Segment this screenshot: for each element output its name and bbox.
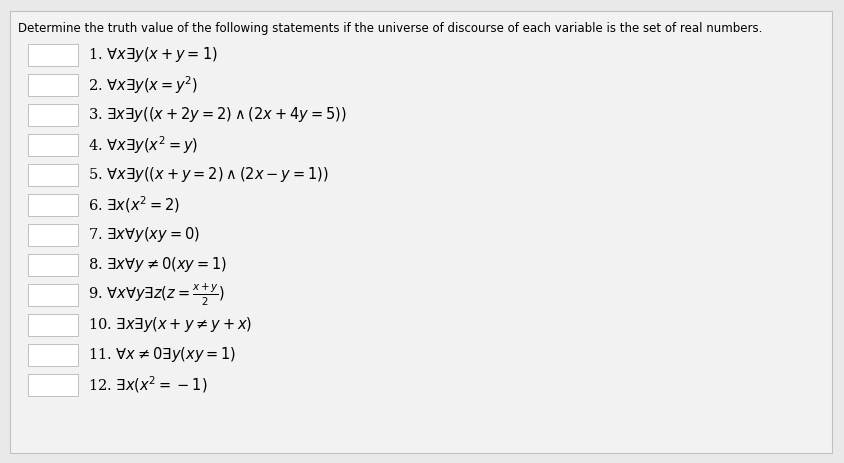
Text: 1. $\forall x\exists y(x + y = 1)$: 1. $\forall x\exists y(x + y = 1)$ (88, 45, 218, 64)
Bar (28, 104, 78, 126)
Bar (28, 314, 78, 336)
Bar (28, 224, 78, 246)
Text: 5. $\forall x\exists y((x + y = 2) \wedge (2x - y = 1))$: 5. $\forall x\exists y((x + y = 2) \wedg… (88, 165, 329, 184)
Text: 3. $\exists x\exists y((x + 2y = 2) \wedge (2x + 4y = 5))$: 3. $\exists x\exists y((x + 2y = 2) \wed… (88, 106, 347, 125)
Text: 7. $\exists x\forall y(xy = 0)$: 7. $\exists x\forall y(xy = 0)$ (88, 225, 200, 244)
Text: 11. $\forall x \neq 0\exists y(xy = 1)$: 11. $\forall x \neq 0\exists y(xy = 1)$ (88, 345, 236, 364)
Text: 2. $\forall x\exists y(x = y^2)$: 2. $\forall x\exists y(x = y^2)$ (88, 74, 198, 96)
Bar (28, 344, 78, 366)
Bar (28, 254, 78, 276)
Bar (28, 74, 78, 96)
Text: 6. $\exists x(x^2 = 2)$: 6. $\exists x(x^2 = 2)$ (88, 194, 181, 215)
Bar (28, 194, 78, 216)
Text: 4. $\forall x\exists y(x^2 = y)$: 4. $\forall x\exists y(x^2 = y)$ (88, 134, 198, 156)
Text: Determine the truth value of the following statements if the universe of discour: Determine the truth value of the followi… (18, 22, 762, 35)
Bar (28, 164, 78, 186)
Text: 9. $\forall x\forall y\exists z(z = \frac{x+y}{2})$: 9. $\forall x\forall y\exists z(z = \fra… (88, 282, 225, 308)
Bar (28, 284, 78, 306)
Text: 8. $\exists x\forall y \neq 0(xy = 1)$: 8. $\exists x\forall y \neq 0(xy = 1)$ (88, 256, 227, 275)
Text: 12. $\exists x(x^2 = -1)$: 12. $\exists x(x^2 = -1)$ (88, 375, 208, 395)
Bar (28, 44, 78, 66)
Text: 10. $\exists x\exists y(x + y \neq y + x)$: 10. $\exists x\exists y(x + y \neq y + x… (88, 315, 252, 334)
Bar (28, 374, 78, 396)
Bar (28, 134, 78, 156)
